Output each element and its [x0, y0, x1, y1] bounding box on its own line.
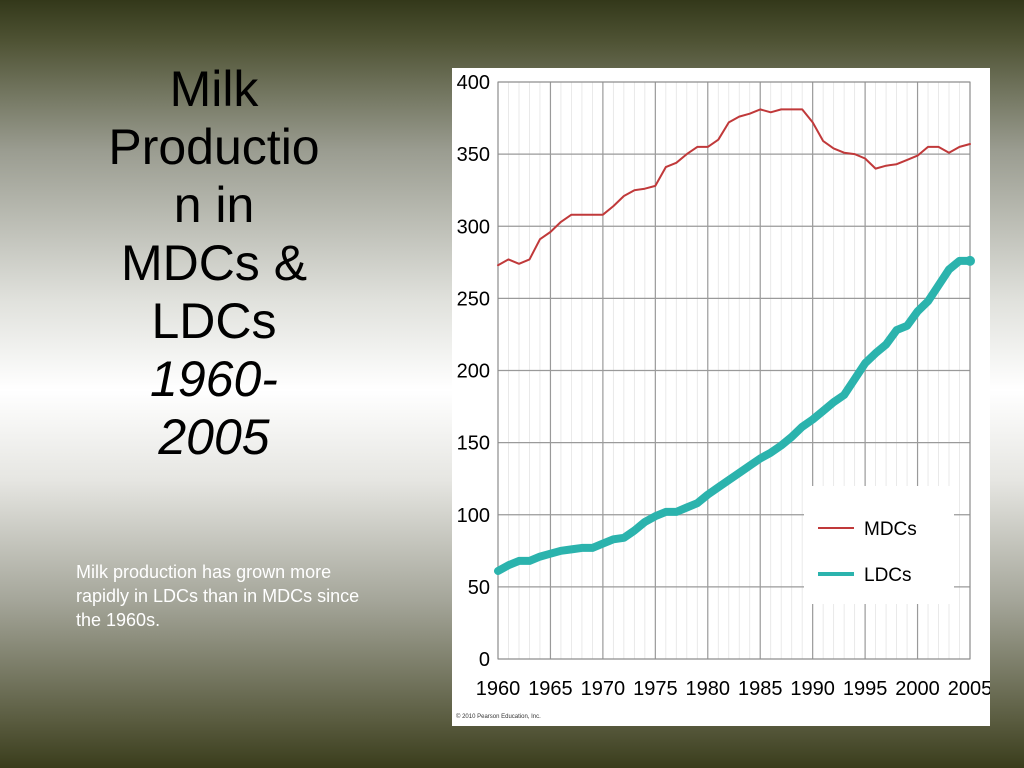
series-line-mdcs: [497, 108, 971, 267]
title-year-range: 1960-: [150, 351, 278, 407]
y-tick-label: 150: [457, 433, 490, 455]
y-tick-label: 350: [457, 144, 490, 166]
y-tick-label: 50: [468, 577, 490, 599]
title-line: n in: [173, 177, 255, 233]
x-tick-label: 1985: [738, 678, 783, 700]
title-line: Milk: [169, 61, 259, 117]
y-tick-label: 200: [457, 361, 490, 383]
x-tick-label: 1970: [581, 678, 626, 700]
x-tick-label: 1990: [790, 678, 835, 700]
x-tick-label: 1960: [476, 678, 521, 700]
title-year-range: 2005: [158, 409, 270, 465]
y-tick-label: 0: [479, 649, 490, 671]
title-line: LDCs: [151, 293, 277, 349]
series-end-marker: [965, 255, 975, 266]
x-tick-label: 2000: [895, 678, 940, 700]
x-tick-label: 1975: [633, 678, 678, 700]
slide-caption: Milk production has grown more rapidly i…: [76, 562, 360, 630]
plot-frame: [497, 81, 971, 660]
copyright-note: © 2010 Pearson Education, Inc.: [456, 713, 541, 720]
x-tick-label: 1965: [528, 678, 573, 700]
milk-production-chart: 0 50 100 150 200 250 300 350 400 1960 1965 1970 1975…: [452, 68, 990, 726]
y-tick-label: 300: [457, 216, 490, 238]
legend-label: MDCs: [864, 519, 917, 540]
legend-box: [804, 486, 954, 604]
x-tick-label: 1980: [686, 678, 731, 700]
legend-label: LDCs: [864, 565, 912, 586]
x-tick-label: 1995: [843, 678, 888, 700]
y-tick-label: 100: [457, 505, 490, 527]
x-tick-label: 2005: [948, 678, 990, 700]
slide-title: Milk Productio n in MDCs & LDCs 1960- 20…: [68, 60, 360, 466]
title-line: Productio: [108, 119, 320, 175]
y-tick-label: 400: [457, 72, 490, 94]
y-tick-label: 250: [457, 288, 490, 310]
chart-svg: 0 50 100 150 200 250 300 350 400 1960 1965 1970 1975…: [456, 72, 990, 720]
title-line: MDCs &: [120, 235, 308, 291]
series-line-ldcs: [494, 256, 974, 575]
